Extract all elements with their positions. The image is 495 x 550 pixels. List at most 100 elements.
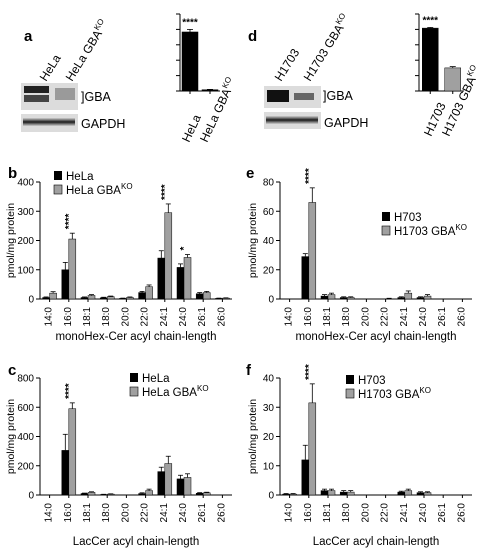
panel-d-lane-labels: H1703 H1703 GBAKO (272, 12, 348, 84)
b-bar-s1 (42, 297, 50, 300)
f-bar-s2 (327, 490, 336, 496)
legend-c-swatch-hela (130, 373, 138, 382)
legend-c-gbako-base: HeLa GBA (142, 387, 197, 399)
inset-d-xlabel-h1703-gbako-sup: KO (465, 63, 478, 77)
b-bar-s2 (49, 292, 57, 300)
c-xtick-label: 16:0 (63, 503, 74, 523)
b-ytick-label: 400 (17, 178, 34, 189)
f-significance: **** (304, 364, 315, 380)
c-bar-s2 (202, 492, 211, 496)
b-ytick-label: 100 (17, 265, 34, 276)
c-bar-s2 (145, 490, 153, 496)
panel-b-chart: 0 100 200 300 400 pmol/mg protein 14:0 16:0 18:1… (5, 178, 232, 343)
c-significance: **** (64, 383, 75, 399)
e-bar-s2 (404, 292, 413, 300)
panel-b-legend: HeLa HeLa GBAKO (53, 171, 133, 197)
c-ytick-label: 200 (17, 461, 34, 472)
b-xtick-label: 24:0 (178, 307, 189, 327)
f-bar-s2 (404, 490, 413, 496)
b-bar-s2 (106, 296, 115, 300)
f-bar-s2 (308, 402, 317, 496)
e-ytick-label: 80 (263, 178, 275, 189)
f-xtick-label: 14:0 (284, 503, 295, 523)
e-bar-s2 (346, 297, 355, 300)
b-bar-s2 (68, 238, 77, 300)
a-inset-bar-2 (201, 89, 219, 92)
panel-a-gba-label: ]GBA (81, 90, 112, 104)
f-ytick-label: 10 (263, 461, 275, 472)
panel-a-lane-labels: HeLa HeLa GBAKO (37, 17, 106, 83)
b-xtick-label: 14:0 (44, 307, 55, 327)
inset-a-xlabel-hela-gbako-sup: KO (220, 75, 233, 89)
c-xtick-label: 18:1 (82, 503, 93, 523)
b-ytick-label: 0 (28, 295, 34, 306)
panel-d-label: d (248, 28, 257, 45)
legend-b-gbako-base: HeLa GBA (66, 185, 121, 197)
panel-a-blot-gapdh (21, 114, 78, 132)
legend-f-swatch-h703 (346, 375, 354, 384)
f-xtick-label: 24:0 (418, 503, 429, 523)
c-bar-s2 (183, 477, 192, 496)
f-xtick-label: 26:1 (437, 503, 448, 523)
legend-f-gbako-base: H1703 GBA (358, 389, 420, 401)
d-inset-bar-2 (444, 67, 461, 92)
a-inset-bar-1 (181, 31, 199, 92)
b-x-axis-title: monoHex-Cer acyl chain-length (55, 331, 216, 343)
e-xtick-label: 24:0 (418, 307, 429, 327)
c-xtick-label: 24:0 (178, 503, 189, 523)
d-inset-significance: **** (422, 15, 438, 26)
c-xtick-label: 26:1 (197, 503, 208, 523)
b-significance: **** (160, 184, 171, 200)
c-bar-s1 (138, 493, 146, 496)
legend-e-swatch-gbako (381, 225, 391, 236)
c-bar-s1 (176, 478, 185, 496)
f-bar-s1 (301, 459, 310, 496)
e-xtick-label: 20:0 (360, 307, 371, 327)
c-xtick-label: 24:1 (159, 503, 170, 523)
panel-a-label: a (24, 28, 33, 45)
b-bar-s1 (99, 297, 108, 300)
legend-e-gbako-base: H1703 GBA (394, 226, 456, 238)
f-xtick-label: 24:1 (399, 503, 410, 523)
e-xtick-label: 26:0 (456, 307, 467, 327)
e-xtick-label: 18:1 (322, 307, 333, 327)
panel-a-gapdh-label: GAPDH (81, 117, 125, 131)
b-bar-s2 (87, 295, 96, 300)
f-ytick-label: 30 (263, 403, 275, 414)
b-xtick-label: 26:1 (197, 307, 208, 327)
panel-d-gapdh-label: GAPDH (324, 116, 368, 130)
b-bar-s2 (222, 297, 230, 300)
c-xtick-label: 14:0 (44, 503, 55, 523)
panel-a-inset-chart: **** (176, 13, 220, 94)
b-ytick-label: 300 (17, 207, 34, 218)
b-bar-s1 (138, 292, 146, 300)
legend-b-hela: HeLa (66, 171, 94, 183)
b-significance: * (179, 247, 190, 251)
b-bar-s2 (164, 212, 173, 300)
panel-d-blot-gba (264, 86, 321, 108)
c-ytick-label: 800 (17, 374, 34, 385)
b-ytick-label: 200 (17, 236, 34, 247)
panel-e-legend: H703 H1703 GBAKO (381, 212, 467, 238)
e-bar-s1 (397, 297, 406, 300)
b-xtick-label: 22:0 (140, 307, 151, 327)
e-xtick-label: 24:1 (399, 307, 410, 327)
legend-b-gbako: HeLa GBAKO (66, 182, 133, 197)
c-bar-s2 (106, 493, 115, 496)
f-xtick-label: 26:0 (456, 503, 467, 523)
legend-c-hela: HeLa (142, 373, 170, 385)
f-xtick-label: 22:0 (380, 503, 391, 523)
f-bar-s1 (397, 491, 406, 496)
f-xtick-label: 18:0 (341, 503, 352, 523)
f-xtick-label: 18:1 (322, 503, 333, 523)
legend-f-gbako-sup: KO (419, 386, 431, 395)
c-xtick-label: 20:0 (120, 503, 131, 523)
b-bar-s2 (145, 286, 153, 300)
e-bar-s2 (423, 295, 432, 300)
b-xtick-label: 26:0 (216, 307, 227, 327)
b-bar-s2 (183, 257, 192, 300)
f-y-axis-title: pmol/mg protein (247, 399, 259, 474)
e-significance: **** (304, 168, 315, 184)
b-bar-s1 (195, 293, 204, 300)
inset-a-xlabel-hela-gbako: HeLa GBAKO (196, 75, 239, 144)
